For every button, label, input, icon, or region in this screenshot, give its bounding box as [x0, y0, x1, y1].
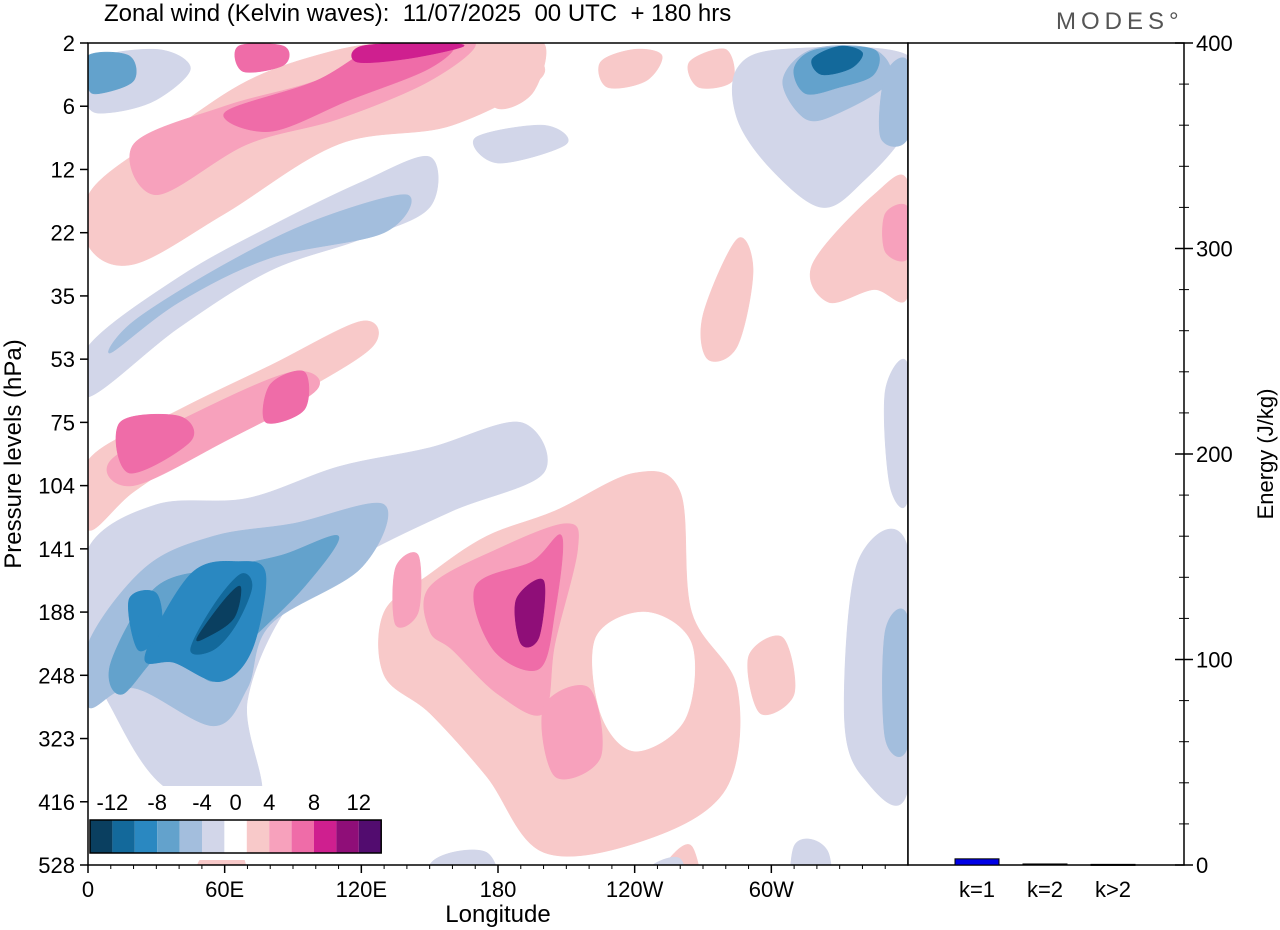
colorbar-swatch [202, 820, 225, 853]
energy-tick-label: 300 [1196, 237, 1233, 262]
colorbar-label: 4 [263, 790, 275, 815]
y-tick-label: 75 [51, 410, 75, 435]
x-axis-label: Longitude [445, 901, 550, 928]
y-tick-label: 248 [38, 663, 75, 688]
easterly-region [878, 57, 908, 147]
energy-category-label: k=1 [959, 877, 995, 902]
colorbar-swatch [358, 820, 382, 853]
colorbar-label: 0 [229, 790, 241, 815]
westerly-region [88, 43, 546, 266]
westerly-region [482, 43, 547, 110]
westerly-region [392, 552, 422, 628]
y-tick-label: 528 [38, 853, 75, 878]
westerly-region [115, 413, 195, 474]
energy-tick-label: 0 [1196, 853, 1208, 878]
y-tick-label: 22 [51, 221, 75, 246]
energy-tick-label: 400 [1196, 31, 1233, 56]
neutral-region [592, 611, 696, 752]
energy-bars: k=1 k=2 k>2 [954, 858, 1136, 902]
colorbar-swatch [291, 820, 314, 853]
x-tick-label: 60W [749, 877, 794, 902]
y-axis-label: Pressure levels (hPa) [0, 339, 27, 568]
colorbar-label: -4 [192, 790, 212, 815]
colorbar-swatch [246, 820, 270, 853]
y-tick-label: 104 [38, 474, 75, 499]
colorbar-swatch [134, 820, 158, 853]
westerly-region [262, 370, 310, 424]
y-tick-label: 416 [38, 790, 75, 815]
colorbar-outline [89, 819, 382, 854]
energy-tick-label: 100 [1196, 648, 1233, 673]
colorbar-swatch [224, 820, 247, 853]
y-tick-label: 141 [38, 537, 75, 562]
westerly-region [598, 48, 663, 89]
colorbar-swatch [269, 820, 292, 853]
westerly-region [882, 203, 908, 262]
colorbar-swatch [157, 820, 180, 853]
easterly-region [88, 51, 137, 95]
colorbar-swatch [112, 820, 135, 853]
westerly-region [514, 578, 546, 648]
colorbar-swatch [179, 820, 202, 853]
colorbar-label: 8 [308, 790, 320, 815]
westerly-region [234, 43, 290, 73]
energy-bar [954, 858, 1000, 866]
x-tick-label: 180 [480, 877, 517, 902]
westerly-region [747, 635, 796, 715]
energy-tick-label: 200 [1196, 442, 1233, 467]
colorbar-label: -12 [97, 790, 129, 815]
colorbar: -12 -8 -4 0 4 8 12 [88, 786, 385, 860]
energy-axis: 0 100 200 300 400 [1175, 31, 1233, 878]
westerly-region [809, 174, 908, 304]
easterly-region [882, 608, 908, 757]
easterly-region [790, 838, 832, 865]
energy-bar [1090, 863, 1136, 866]
easterly-region [196, 585, 242, 642]
westerly-region [700, 237, 754, 362]
x-tick-label: 60E [205, 877, 244, 902]
y-tick-label: 35 [51, 284, 75, 309]
longitude-axis: 0 60E 120E 180 120W 60W [82, 865, 886, 902]
y-tick-label: 323 [38, 727, 75, 752]
easterly-region [652, 857, 684, 865]
energy-axis-label: Energy (J/kg) [1253, 389, 1278, 520]
pressure-axis: 2 6 12 22 35 53 75 104 141 188 248 323 416 528 [38, 31, 88, 878]
y-tick-label: 2 [63, 31, 75, 56]
colorbar-label: 12 [347, 790, 371, 815]
colorbar-swatch [90, 820, 113, 853]
y-tick-label: 12 [51, 157, 75, 182]
x-tick-label: 120E [336, 877, 387, 902]
y-tick-label: 6 [63, 94, 75, 119]
energy-bar [1022, 863, 1068, 866]
easterly-region [128, 590, 163, 652]
easterly-region [108, 194, 412, 354]
colorbar-swatch [336, 820, 359, 853]
y-tick-label: 53 [51, 347, 75, 372]
westerly-region [541, 685, 603, 780]
energy-panel [907, 42, 1185, 866]
westerly-region [223, 43, 455, 132]
easterly-region [883, 358, 908, 509]
easterly-region [811, 45, 863, 76]
chart-title: Zonal wind (Kelvin waves): 11/07/2025 00… [104, 0, 732, 27]
easterly-region [429, 849, 496, 865]
colorbar-swatch [314, 820, 337, 853]
brand-logo: MODES° [1056, 8, 1184, 35]
energy-category-label: k=2 [1027, 877, 1063, 902]
energy-category-label: k>2 [1095, 877, 1131, 902]
colorbar-label: -8 [147, 790, 167, 815]
y-tick-label: 188 [38, 600, 75, 625]
x-tick-label: 120W [606, 877, 664, 902]
x-tick-label: 0 [82, 877, 94, 902]
easterly-region [473, 124, 569, 164]
